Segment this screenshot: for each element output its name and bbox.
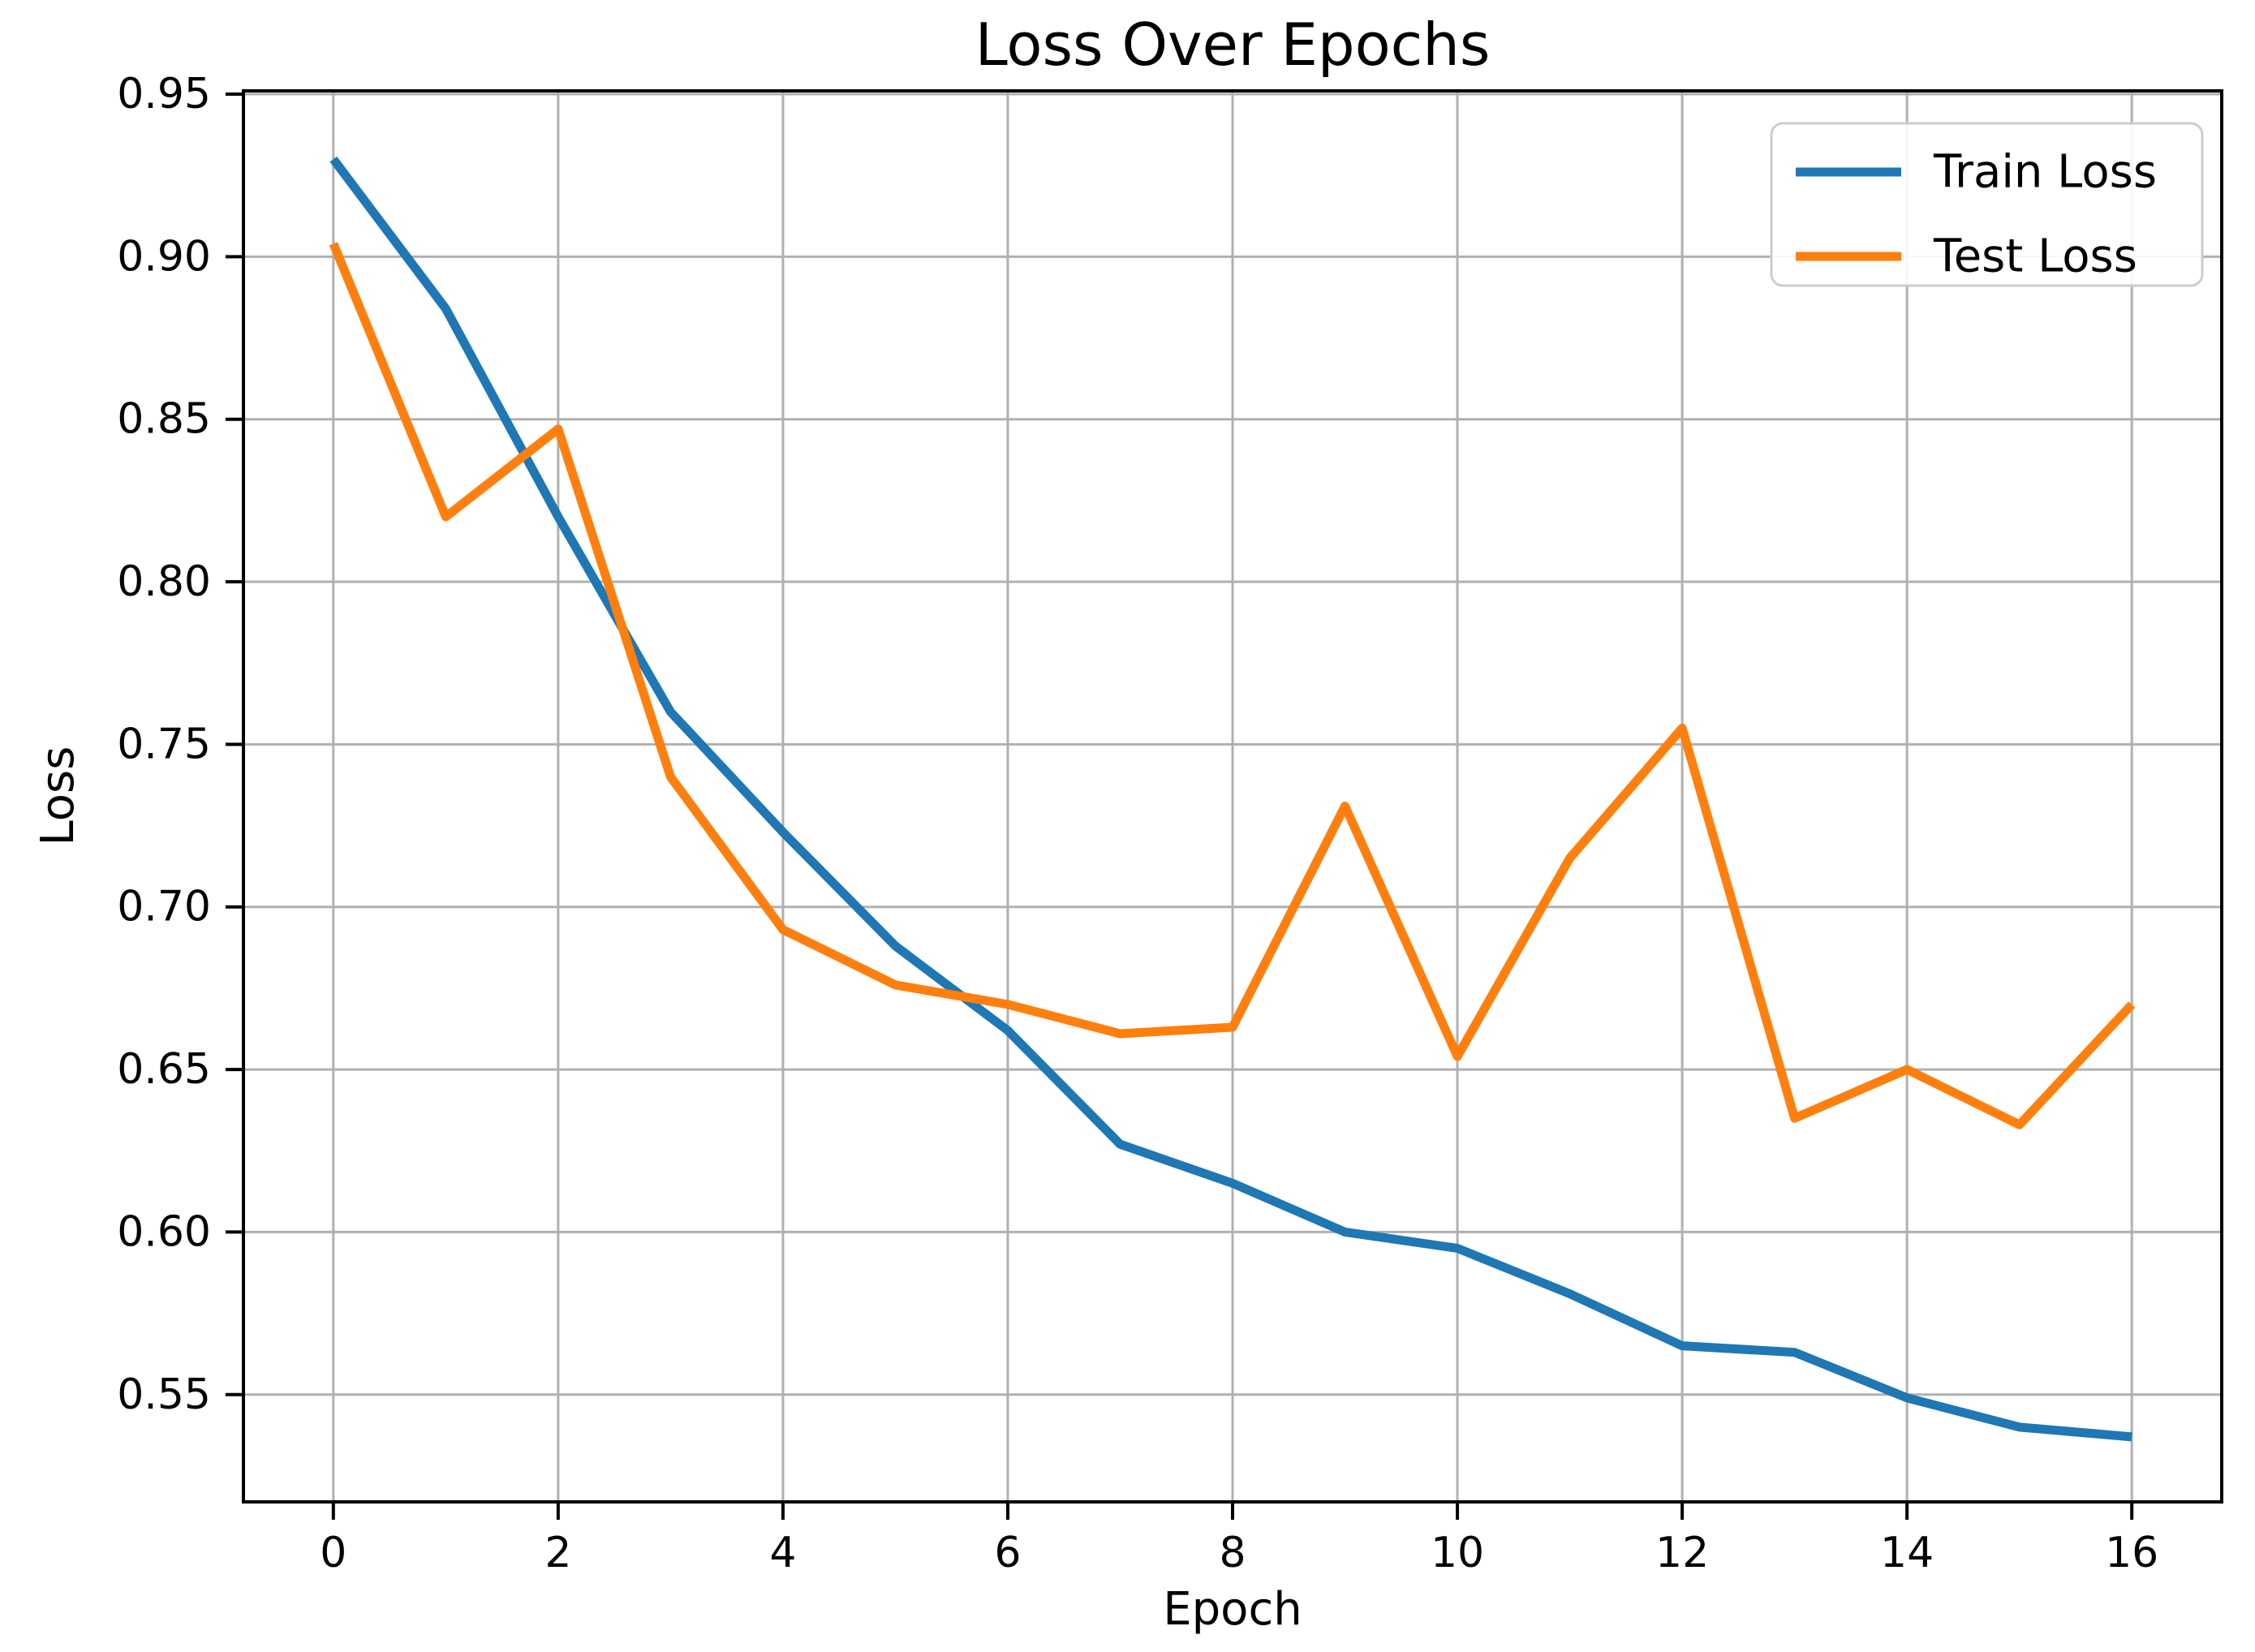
data-series	[329, 156, 2136, 1442]
y-tick-label: 0.95	[117, 70, 211, 118]
x-tick-label: 14	[1880, 1529, 1934, 1577]
y-tick-label: 0.65	[117, 1045, 211, 1094]
x-tick-label: 16	[2105, 1529, 2158, 1577]
y-tick-label: 0.80	[117, 557, 211, 606]
x-tick-label: 0	[320, 1529, 346, 1577]
y-tick-label: 0.90	[117, 232, 211, 281]
y-tick-label: 0.85	[117, 395, 211, 444]
x-tick-label: 6	[994, 1529, 1021, 1577]
x-tick-label: 4	[769, 1529, 796, 1577]
test-loss-line	[329, 242, 2136, 1129]
x-tick-label: 12	[1655, 1529, 1709, 1577]
y-tick-label: 0.75	[117, 720, 211, 768]
y-axis-label: Loss	[32, 746, 84, 846]
x-tick-label: 10	[1431, 1529, 1484, 1577]
legend: Train Loss Test Loss	[1770, 122, 2204, 287]
legend-box	[1770, 122, 2204, 287]
legend-test-label: Test Loss	[1933, 230, 2137, 283]
legend-train-label: Train Loss	[1933, 146, 2157, 199]
x-tick-label: 8	[1219, 1529, 1246, 1577]
y-tick-label: 0.70	[117, 883, 211, 931]
y-tick-label: 0.60	[117, 1207, 211, 1256]
axis-ticks: 0 2 4 6 8 10 12 14 16 0.55 0.60 0.65 0.70 0.75 0.80 0.8…	[117, 70, 2158, 1577]
gridlines	[243, 91, 2222, 1502]
chart-title: Loss Over Epochs	[975, 11, 1491, 79]
y-tick-label: 0.55	[117, 1370, 211, 1419]
x-tick-label: 2	[544, 1529, 571, 1577]
x-axis-label: Epoch	[1163, 1583, 1302, 1636]
